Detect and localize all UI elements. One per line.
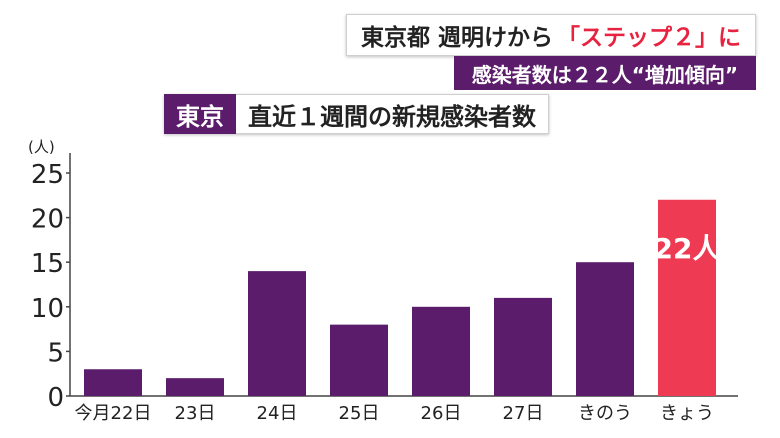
headline-subline: 感染者数は２２人“増加傾向” [453, 56, 756, 90]
y-tick-label: 25 [31, 160, 64, 190]
chart-title-region: 東京 [164, 94, 236, 134]
headline-main: 東京都 週明けから [360, 25, 553, 51]
chart-title: 東京 直近１週間の新規感染者数 [164, 94, 549, 134]
bar [84, 369, 142, 396]
y-tick-label: 5 [47, 338, 64, 368]
x-tick-label: 26日 [421, 403, 462, 424]
y-tick-label: 10 [31, 294, 64, 324]
bar [330, 324, 388, 396]
bar [658, 199, 716, 396]
y-tick-label: 20 [31, 205, 64, 235]
bar [494, 297, 552, 396]
bar [166, 378, 224, 396]
x-tick-label: 25日 [339, 403, 380, 424]
data-label: 22人 [654, 232, 721, 265]
x-tick-label: 27日 [503, 403, 544, 424]
x-tick-label: きのう [578, 403, 632, 424]
chart-title-name: 直近１週間の新規感染者数 [236, 94, 549, 134]
x-tick-label: 24日 [257, 403, 298, 424]
y-tick-label: 15 [31, 249, 64, 279]
x-tick-label: きょう [660, 403, 714, 424]
headline-plate: 東京都 週明けから 「ステップ２」に [345, 14, 756, 56]
bar [248, 271, 306, 396]
x-tick-label: 今月22日 [75, 403, 152, 424]
bar [576, 262, 634, 396]
y-axis-unit-label: (人) [28, 138, 55, 156]
headline-accent: 「ステップ２」に [557, 25, 741, 51]
x-tick-label: 23日 [175, 403, 216, 424]
y-tick-label: 0 [47, 383, 64, 413]
bar [412, 306, 470, 396]
